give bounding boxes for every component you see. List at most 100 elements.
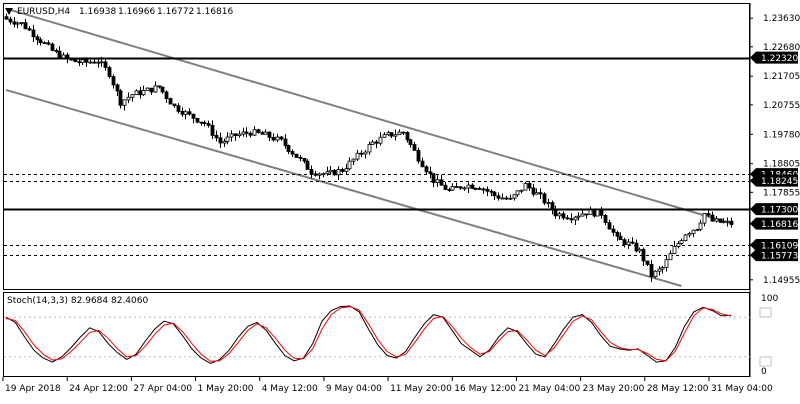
candle[interactable] [424,165,429,175]
candle[interactable] [84,57,89,67]
candle[interactable] [470,183,475,189]
candle[interactable] [691,229,696,238]
candle[interactable] [634,239,639,253]
candle[interactable] [336,166,341,181]
candle[interactable] [122,99,127,111]
candle[interactable] [313,170,318,177]
candle[interactable] [622,237,627,248]
candle[interactable] [542,192,547,206]
candle[interactable] [229,130,234,142]
candle[interactable] [244,127,249,138]
candle[interactable] [725,217,730,227]
candle[interactable] [340,167,345,174]
candle[interactable] [508,194,513,201]
candle[interactable] [286,144,291,155]
candle[interactable] [428,166,433,179]
candle[interactable] [46,40,51,46]
candle[interactable] [309,165,314,179]
candle[interactable] [61,52,66,60]
candle[interactable] [134,89,139,96]
candle[interactable] [88,59,93,64]
candle[interactable] [672,240,677,255]
candle[interactable] [408,138,413,148]
candle[interactable] [649,259,654,283]
candle[interactable] [187,108,192,116]
candle[interactable] [370,139,375,145]
candle[interactable] [458,186,463,190]
candle[interactable] [8,16,13,25]
candle[interactable] [271,133,276,142]
candle[interactable] [485,186,490,197]
candle[interactable] [252,126,257,136]
candle[interactable] [222,138,227,147]
candle[interactable] [435,175,440,187]
candle[interactable] [103,58,108,71]
candle[interactable] [290,149,295,157]
candle[interactable] [397,129,402,136]
candle[interactable] [332,169,337,176]
stoch-main-line[interactable] [5,305,732,364]
candle[interactable] [328,165,333,175]
candle[interactable] [645,260,650,267]
candle[interactable] [57,46,62,60]
candle[interactable] [573,215,578,226]
candle[interactable] [344,163,349,175]
candle[interactable] [305,159,310,170]
stoch-signal-line[interactable] [5,306,732,362]
candle[interactable] [534,188,539,195]
candle[interactable] [195,118,200,124]
candle[interactable] [149,87,154,95]
candle[interactable] [210,120,215,140]
candle[interactable] [637,247,642,254]
candle[interactable] [99,56,104,67]
candle[interactable] [698,219,703,232]
candle[interactable] [603,214,608,226]
candle[interactable] [382,132,387,138]
candle[interactable] [561,211,566,220]
candle[interactable] [237,130,242,138]
candle[interactable] [115,83,120,97]
candle[interactable] [73,59,78,63]
candle[interactable] [473,187,478,191]
candle[interactable] [202,120,207,127]
candle[interactable] [38,37,43,46]
candle[interactable] [42,41,47,45]
candle[interactable] [580,209,585,217]
candle[interactable] [283,134,288,149]
candle[interactable] [584,213,589,219]
channel-line-upper[interactable] [5,7,732,225]
candle[interactable] [160,86,165,94]
candle[interactable] [481,187,486,194]
candle[interactable] [592,209,597,218]
candle[interactable] [546,198,551,208]
candle[interactable] [569,213,574,224]
candle[interactable] [15,21,20,29]
candle[interactable] [347,157,352,171]
candle[interactable] [401,131,406,136]
candle[interactable] [351,158,356,166]
candle[interactable] [706,208,711,218]
candle[interactable] [141,85,146,97]
candle[interactable] [19,22,24,26]
candle[interactable] [31,24,36,43]
candle[interactable] [69,58,74,61]
candle[interactable] [565,215,570,220]
candle[interactable] [420,157,425,168]
candle[interactable] [317,172,322,180]
candle[interactable] [557,211,562,220]
candle[interactable] [679,238,684,245]
candle[interactable] [553,205,558,219]
candle[interactable] [641,247,646,267]
candle[interactable] [50,42,55,52]
candle[interactable] [248,131,253,138]
candle[interactable] [653,270,658,279]
candle[interactable] [363,149,368,159]
candle[interactable] [431,173,436,188]
candle[interactable] [695,228,700,232]
candle[interactable] [65,52,70,64]
candle[interactable] [405,131,410,143]
candle[interactable] [454,182,459,188]
candle[interactable] [321,172,326,178]
candle[interactable] [496,192,501,201]
